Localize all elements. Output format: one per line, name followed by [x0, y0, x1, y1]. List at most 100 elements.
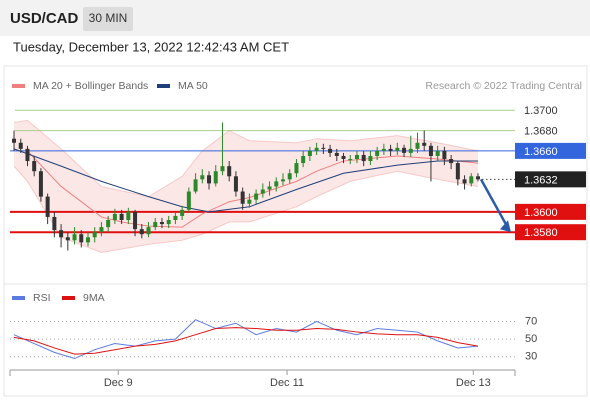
moving-average	[13, 148, 479, 213]
candle-body	[307, 150, 312, 156]
candle-body	[408, 148, 413, 153]
candle-body	[287, 173, 292, 180]
price-level-label: 1.3580	[524, 227, 558, 239]
candle-body	[186, 191, 191, 210]
datetime: Tuesday, December 13, 2022 12:42:43 AM C…	[13, 39, 289, 54]
candle-body	[207, 175, 212, 184]
price-level-label: 1.3632	[524, 174, 558, 186]
candle-body	[220, 166, 225, 172]
candle-body	[59, 230, 64, 238]
indicator-line	[13, 327, 479, 355]
timeframe[interactable]: 30 MIN	[89, 11, 128, 25]
candle-body	[301, 155, 306, 164]
candle-body	[442, 150, 447, 160]
candle-body	[354, 154, 359, 160]
candle-body	[99, 227, 104, 233]
candle-body	[139, 229, 144, 235]
candle-body	[38, 171, 43, 197]
candle-body	[341, 155, 346, 160]
candle-body	[52, 216, 57, 231]
candle-body	[247, 199, 252, 204]
candle-body	[361, 154, 366, 162]
candle-body	[381, 148, 386, 151]
candle-body	[159, 222, 164, 225]
price-level-label: 1.3700	[524, 105, 558, 117]
y-tick-label: 70	[525, 315, 537, 327]
candle-body	[395, 147, 400, 151]
candle-body	[32, 161, 37, 172]
candle-body	[267, 186, 272, 190]
candle-body	[173, 215, 178, 220]
indicator-line	[13, 319, 479, 360]
candle-body	[455, 163, 460, 180]
x-tick-label: Dec 9	[104, 377, 133, 389]
candle-body	[92, 232, 97, 238]
legend-label: 9MA	[83, 292, 105, 304]
price-level-box	[515, 142, 586, 159]
candle-body	[12, 138, 17, 143]
candle-body	[388, 148, 393, 151]
legend-swatch	[157, 84, 170, 88]
legend-swatch	[12, 84, 25, 88]
candle-body	[415, 142, 420, 149]
candle-body	[469, 176, 474, 184]
legend-label: MA 20 + Bollinger Bands	[33, 80, 148, 92]
price-level-label: 1.3660	[524, 146, 558, 158]
candle-body	[422, 142, 427, 146]
legend-swatch	[62, 296, 75, 300]
candle-body	[274, 181, 279, 187]
candle-body	[281, 179, 286, 182]
x-tick-label: Dec 11	[270, 377, 304, 389]
candle-body	[166, 219, 171, 225]
candle-body	[321, 147, 326, 149]
candle-body	[112, 213, 117, 220]
candle-body	[18, 142, 23, 149]
candle-body	[65, 237, 70, 241]
candle-body	[180, 209, 185, 216]
candle-body	[146, 227, 151, 235]
candle-body	[462, 179, 467, 184]
candle-body	[45, 196, 50, 217]
candle-body	[402, 147, 407, 153]
candle-body	[133, 211, 138, 230]
candle-body	[240, 191, 245, 204]
legend-swatch	[12, 296, 25, 300]
price-level-box	[515, 203, 586, 220]
candle-body	[233, 176, 238, 192]
candle-body	[213, 171, 218, 184]
candle-body	[193, 179, 198, 192]
candle-body	[449, 159, 454, 164]
candle-body	[428, 145, 433, 156]
forecast-arrowhead	[500, 220, 511, 233]
x-tick-label: Dec 13	[456, 377, 491, 389]
y-tick-label: 30	[525, 351, 537, 363]
timeframe-button[interactable]	[83, 7, 133, 31]
candle-body	[200, 175, 205, 180]
candle-body	[119, 213, 124, 220]
candle-body	[106, 219, 111, 228]
candle-body	[72, 234, 77, 241]
candle-body	[314, 147, 319, 151]
candle-body	[79, 234, 84, 243]
legend-label: RSI	[33, 292, 51, 304]
candle-body	[375, 150, 380, 156]
candle-body	[85, 237, 90, 243]
candle-body	[227, 166, 232, 177]
candle-body	[435, 150, 440, 156]
candle-body	[153, 222, 158, 228]
candle-body	[294, 163, 299, 174]
candle-body	[334, 152, 339, 156]
candle-body	[368, 155, 373, 162]
price-level-box	[515, 224, 586, 241]
chart-frame	[3, 65, 588, 397]
candle-body	[348, 159, 353, 161]
forecast-arrow	[479, 178, 509, 227]
y-tick-label: 50	[525, 333, 537, 345]
price-level-box	[515, 171, 586, 188]
symbol: USD/CAD	[10, 10, 79, 27]
credit: Research © 2022 Trading Central	[425, 80, 582, 92]
price-level-label: 1.3680	[524, 125, 558, 137]
candle-body	[254, 193, 259, 200]
candle-body	[126, 211, 131, 220]
